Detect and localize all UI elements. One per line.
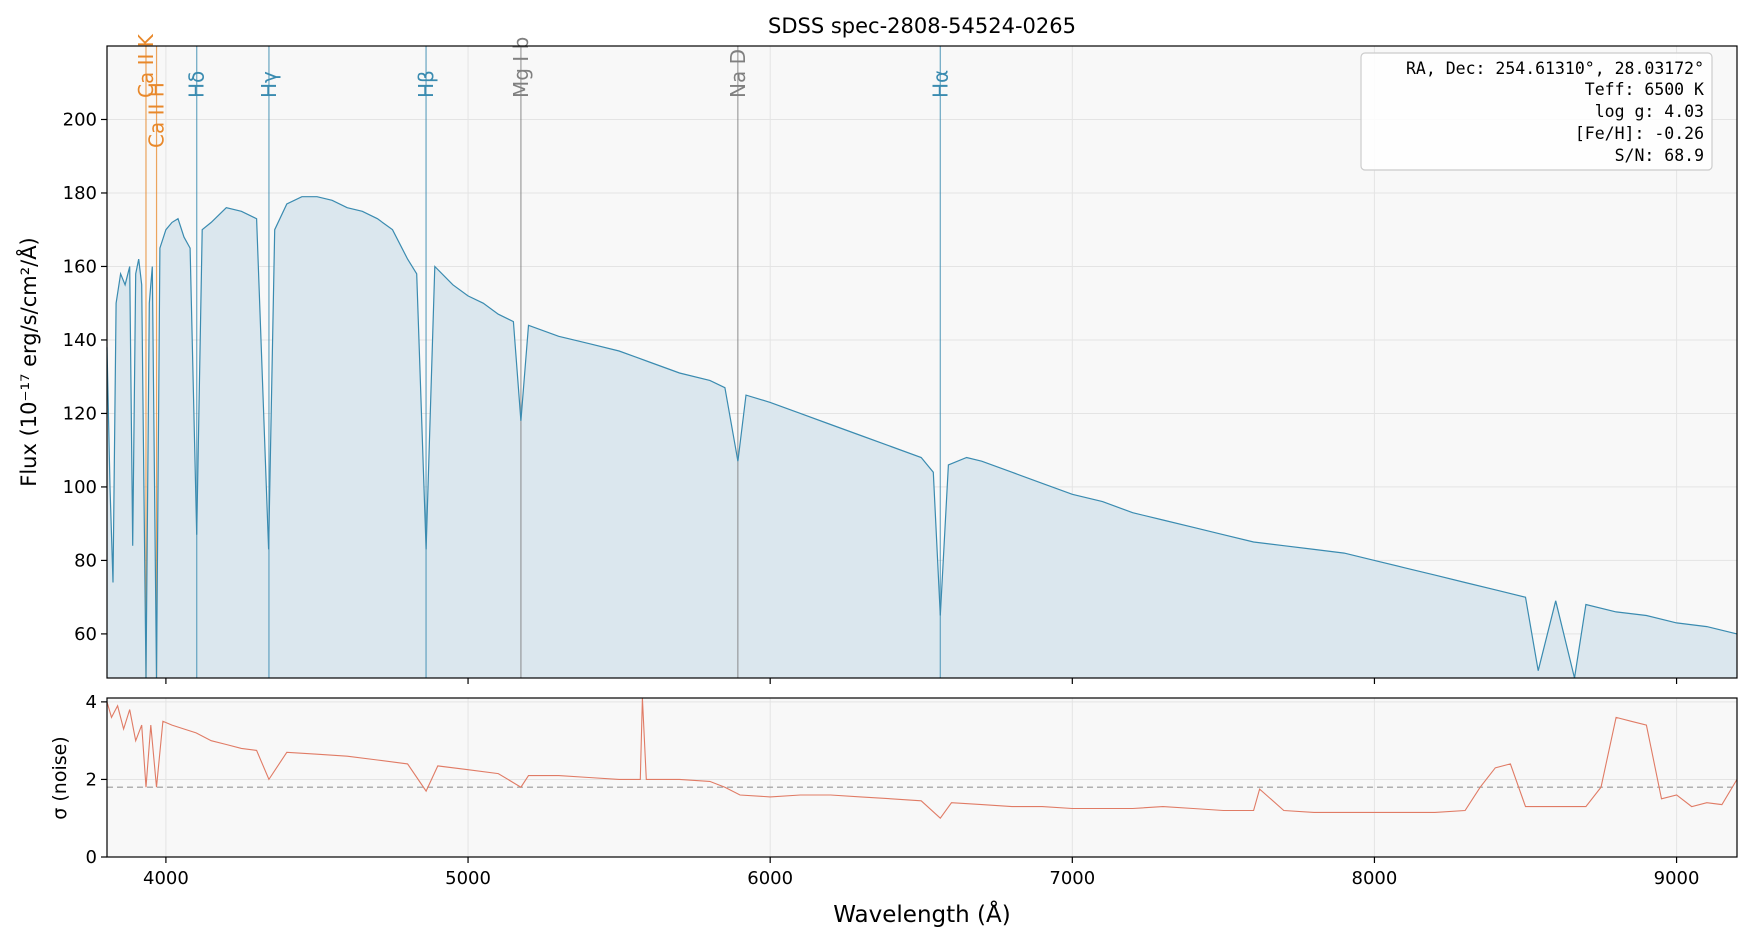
line-marker-label: Hδ [185,71,209,98]
noise-plot-area [107,698,1737,857]
stellar-parameters-box: RA, Dec: 254.61310°, 28.03172° Teff: 650… [1360,52,1713,171]
x-tick-label: 5000 [445,868,491,889]
y-tick-label: 2 [86,769,97,790]
spectral-line-markers: Ca II KCa II H Hδ Hγ Hβ Mg I b Na D Hα [134,33,952,678]
chart-title: SDSS spec-2808-54524-0265 [768,14,1076,38]
param-ra-dec: RA, Dec: 254.61310°, 28.03172° [1406,59,1704,78]
line-marker-label: Ca II K [134,33,158,98]
x-axis-label: Wavelength (Å) [833,900,1010,928]
y-tick-label: 200 [63,109,97,130]
y-tick-label: 80 [74,550,97,571]
line-marker-label: Hα [928,70,952,98]
param-teff: Teff: 6500 K [1585,80,1704,99]
flux-y-ticks: 60 80 100 120 140 160 180 200 [63,109,107,645]
line-marker-label: Ca II H [145,82,169,148]
noise-y-axis-label: σ (noise) [49,736,71,819]
line-marker-label: Mg I b [509,37,533,98]
line-marker-label: Hγ [257,71,281,98]
y-tick-label: 100 [63,477,97,498]
y-tick-label: 120 [63,403,97,424]
param-snr: S/N: 68.9 [1615,146,1704,165]
flux-x-ticks [165,678,1678,684]
y-tick-label: 60 [74,624,97,645]
x-tick-label: 9000 [1654,868,1700,889]
noise-plot-frame [106,697,1738,858]
y-tick-label: 4 [86,692,97,713]
param-feh: [Fe/H]: -0.26 [1575,124,1704,143]
noise-panel: 4000 5000 6000 7000 8000 9000 0 2 4 σ (noise) W… [49,692,1738,928]
noise-x-ticks: 4000 5000 6000 7000 8000 9000 [143,857,1699,889]
y-tick-label: 160 [63,256,97,277]
y-tick-label: 0 [86,847,97,868]
y-tick-label: 180 [63,183,97,204]
line-marker-label: Hβ [414,70,438,98]
noise-series-line [106,697,1738,820]
flux-y-axis-label: Flux (10⁻¹⁷ erg/s/cm²/Å) [15,237,41,487]
noise-y-ticks: 0 2 4 [86,692,107,868]
flux-panel: Ca II KCa II H Hδ Hγ Hβ Mg I b Na D Hα 60 80 100… [15,14,1738,684]
flux-plot-frame [106,45,1738,679]
x-tick-label: 8000 [1352,868,1398,889]
x-tick-label: 6000 [747,868,793,889]
flux-fill-area [107,196,1737,678]
line-marker-label: Na D [726,49,750,98]
flux-series-line [106,196,1738,679]
param-logg: log g: 4.03 [1595,102,1704,121]
x-tick-label: 7000 [1049,868,1095,889]
y-tick-label: 140 [63,330,97,351]
x-tick-label: 4000 [143,868,189,889]
